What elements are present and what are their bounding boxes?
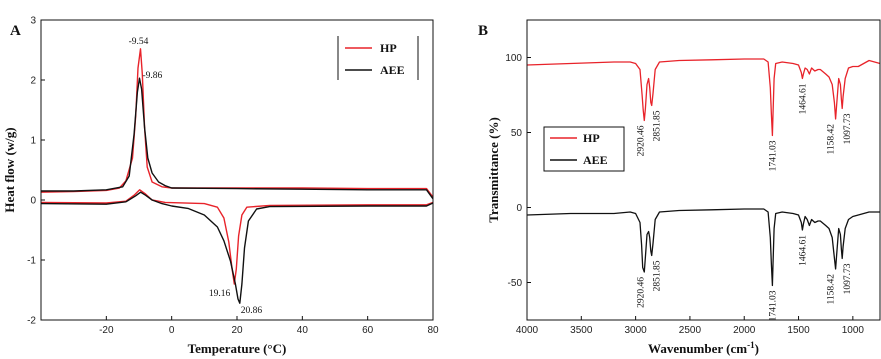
y-tick-label-a: 0 — [30, 196, 36, 207]
peak-label-a: -9.54 — [129, 37, 149, 47]
y-axis-title-b: Transmittance (%) — [486, 117, 501, 223]
x-tick-label-a: 0 — [169, 325, 175, 336]
panel-b: B 4000 3500 3000 2500 2000 1500 1000 -50 0 50 100 Wa… — [478, 19, 881, 356]
x-tick-label-b: 2000 — [733, 325, 756, 336]
y-tick-label-a: 2 — [30, 76, 36, 87]
legend-label-aee: AEE — [380, 63, 405, 77]
peak-label-a: 20.86 — [241, 306, 263, 316]
x-axis-title-b: Wavenumber (cm-1) — [648, 340, 759, 356]
plot-frame-a — [40, 19, 434, 321]
peak-label-b-aee: 2920.46 — [636, 277, 646, 308]
x-tick-label-b: 1000 — [842, 325, 865, 336]
x-tick-label-a: 80 — [427, 325, 439, 336]
y-tick-label-b: 100 — [505, 53, 522, 64]
y-tick-label-b: 50 — [511, 128, 523, 139]
peak-label-b-hp: 1464.61 — [798, 83, 808, 114]
legend-b: HP AEE — [543, 126, 625, 172]
peak-label-b-hp: 1097.73 — [843, 113, 853, 144]
legend-label-hp: HP — [380, 41, 397, 55]
peak-label-b-aee: 2851.85 — [653, 260, 663, 291]
x-tick-label-b: 3000 — [624, 325, 647, 336]
y-tick-label-a: 1 — [30, 136, 36, 147]
legend-label-b-aee: AEE — [583, 153, 608, 167]
x-axis-title-a: Temperature (°C) — [188, 341, 287, 356]
spectrum-line-aee — [526, 208, 880, 287]
x-tick-label-a: 40 — [297, 325, 309, 336]
series-line-aee-3 — [40, 191, 434, 304]
series-line-aee-2 — [41, 77, 434, 200]
peak-label-b-aee: 1097.73 — [843, 263, 853, 294]
x-tick-label-a: -20 — [99, 325, 114, 336]
x-tick-label-b: 1500 — [787, 325, 810, 336]
peak-label-b-aee: 1464.61 — [798, 235, 808, 266]
y-tick-label-b: 0 — [516, 203, 522, 214]
peak-label-b-hp: 1741.03 — [768, 140, 778, 171]
legend-a: HP AEE — [337, 36, 419, 80]
peak-label-b-hp: 1158.42 — [827, 124, 837, 155]
x-tick-label-b: 2500 — [679, 325, 702, 336]
spectrum-line-hp — [526, 58, 881, 137]
y-axis-title-a: Heat flow (w/g) — [2, 127, 17, 212]
y-tick-label-b: -50 — [508, 278, 523, 289]
peak-label-b-aee: 1158.42 — [827, 274, 837, 305]
x-tick-label-a: 60 — [362, 325, 374, 336]
peak-label-b-aee: 1741.03 — [768, 290, 778, 321]
x-tick-label-a: 20 — [231, 325, 243, 336]
series-line-hp-1 — [40, 189, 434, 285]
legend-label-b-hp: HP — [583, 131, 600, 145]
x-tick-label-b: 3500 — [570, 325, 593, 336]
y-tick-label-a: -2 — [27, 316, 36, 327]
panel-label-b: B — [478, 23, 488, 39]
panel-a: A -20 0 20 40 60 80 -2 -1 0 1 2 3 Temperature (°C) Hea… — [2, 16, 439, 357]
peak-label-a: -9.86 — [142, 71, 162, 81]
peak-label-b-hp: 2920.46 — [636, 125, 646, 156]
y-tick-label-a: 3 — [30, 16, 36, 27]
y-tick-label-a: -1 — [27, 256, 36, 267]
series-line-hp-0 — [40, 48, 434, 198]
plot-frame-b — [526, 19, 881, 321]
panel-label-a: A — [10, 23, 21, 39]
x-tick-label-b: 4000 — [516, 325, 539, 336]
legend-box-b — [543, 126, 625, 172]
peak-label-b-hp: 2851.85 — [653, 110, 663, 141]
peak-label-a: 19.16 — [209, 289, 231, 299]
